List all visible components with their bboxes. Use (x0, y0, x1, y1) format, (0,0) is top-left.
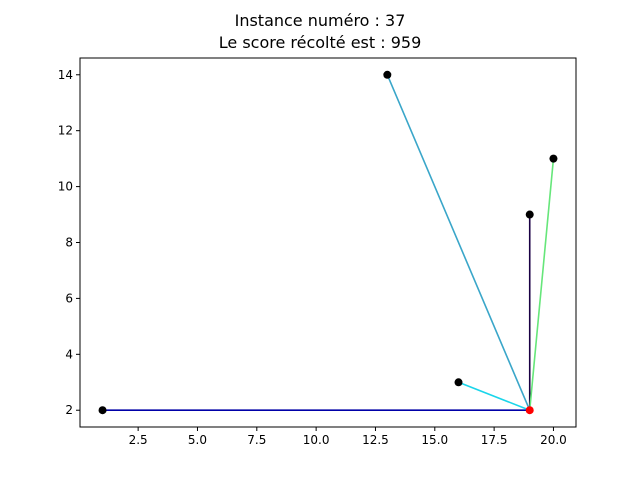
route-line-1 (386, 74, 531, 411)
routes-layer (102, 74, 555, 412)
axes-frame (79, 57, 577, 428)
x-tick-label-5: 15.0 (421, 433, 448, 447)
y-tick-label-2: 6 (65, 291, 73, 305)
x-axis: 2.5 5.0 7.5 10.0 12.5 15.0 17.5 20.0 (129, 427, 567, 447)
chart-title-line-1: Instance numéro : 37 (234, 11, 406, 30)
data-point-2 (454, 378, 463, 387)
y-tick-label-0: 2 (65, 403, 73, 417)
x-tick-label-6: 17.5 (481, 433, 508, 447)
chart-title-line-2: Le score récolté est : 959 (218, 33, 422, 52)
data-point-0 (98, 406, 107, 415)
x-tick-label-0: 2.5 (129, 433, 148, 447)
data-point-3 (525, 210, 534, 219)
y-axis: 2 4 6 8 10 12 14 (58, 68, 80, 417)
data-point-4 (549, 154, 558, 163)
points-layer (98, 70, 558, 415)
x-tick-label-2: 7.5 (247, 433, 266, 447)
y-tick-label-5: 12 (58, 124, 73, 138)
y-tick-label-4: 10 (58, 180, 73, 194)
depot-point (525, 406, 534, 415)
x-tick-label-4: 12.5 (362, 433, 389, 447)
y-tick-label-3: 8 (65, 236, 73, 250)
x-tick-label-7: 20.0 (540, 433, 567, 447)
x-tick-label-3: 10.0 (303, 433, 330, 447)
y-tick-label-6: 14 (58, 68, 73, 82)
x-tick-label-1: 5.0 (188, 433, 207, 447)
route-line-2 (458, 381, 531, 411)
data-point-1 (383, 70, 392, 79)
route-line-4 (528, 158, 555, 411)
y-tick-label-1: 4 (65, 347, 73, 361)
